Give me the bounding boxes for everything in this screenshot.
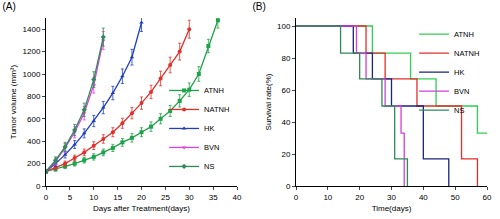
svg-text:Time(days): Time(days) — [372, 204, 412, 213]
svg-text:35: 35 — [209, 193, 218, 202]
svg-text:800: 800 — [27, 92, 41, 101]
svg-text:25: 25 — [161, 193, 170, 202]
svg-text:(B): (B) — [253, 1, 266, 12]
svg-text:1400: 1400 — [23, 25, 41, 34]
svg-text:NATNH: NATNH — [454, 49, 479, 58]
svg-text:NS: NS — [204, 162, 214, 171]
svg-text:0: 0 — [294, 193, 299, 202]
svg-text:60: 60 — [483, 193, 492, 202]
svg-text:0: 0 — [36, 182, 41, 191]
svg-text:1000: 1000 — [23, 70, 41, 79]
svg-text:Tumor volume (mm³): Tumor volume (mm³) — [9, 64, 18, 139]
svg-text:600: 600 — [27, 115, 41, 124]
svg-text:1200: 1200 — [23, 47, 41, 56]
svg-text:30: 30 — [185, 193, 194, 202]
svg-text:HK: HK — [454, 68, 464, 77]
svg-text:ATNH: ATNH — [204, 86, 224, 95]
svg-text:60: 60 — [281, 86, 290, 95]
svg-text:80: 80 — [281, 54, 290, 63]
svg-text:Days after Treatment(days): Days after Treatment(days) — [93, 204, 190, 213]
svg-text:10: 10 — [89, 193, 98, 202]
svg-text:(A): (A) — [3, 1, 16, 12]
svg-text:20: 20 — [281, 150, 290, 159]
svg-text:0: 0 — [44, 193, 49, 202]
svg-text:BVN: BVN — [454, 87, 469, 96]
svg-text:40: 40 — [233, 193, 242, 202]
svg-text:5: 5 — [68, 193, 73, 202]
svg-text:100: 100 — [277, 22, 291, 31]
svg-text:HK: HK — [204, 124, 214, 133]
svg-text:40: 40 — [419, 193, 428, 202]
svg-text:30: 30 — [387, 193, 396, 202]
svg-text:15: 15 — [113, 193, 122, 202]
svg-text:200: 200 — [27, 159, 41, 168]
svg-text:50: 50 — [451, 193, 460, 202]
svg-text:Survival rate(%): Survival rate(%) — [264, 73, 273, 130]
svg-text:ATNH: ATNH — [454, 30, 474, 39]
svg-text:BVN: BVN — [204, 143, 219, 152]
svg-text:20: 20 — [137, 193, 146, 202]
svg-text:0: 0 — [286, 182, 291, 191]
svg-text:20: 20 — [355, 193, 364, 202]
svg-text:40: 40 — [281, 118, 290, 127]
svg-text:NS: NS — [454, 106, 464, 115]
svg-text:400: 400 — [27, 137, 41, 146]
svg-text:10: 10 — [323, 193, 332, 202]
svg-text:NATNH: NATNH — [204, 105, 229, 114]
